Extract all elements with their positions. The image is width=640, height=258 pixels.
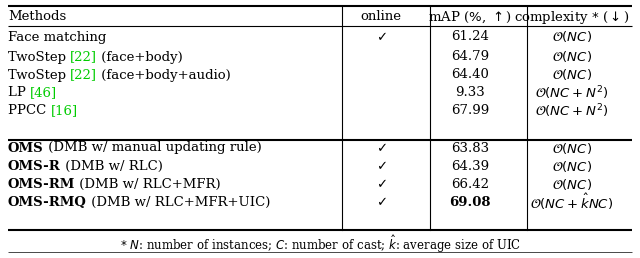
Text: $\mathcal{O}(NC + N^2)$: $\mathcal{O}(NC + N^2)$ xyxy=(535,84,609,102)
Text: $\checkmark$: $\checkmark$ xyxy=(376,178,387,190)
Text: $\checkmark$: $\checkmark$ xyxy=(376,196,387,208)
Text: (face+body+audio): (face+body+audio) xyxy=(97,69,231,82)
Text: mAP ($\%$, $\uparrow$): mAP ($\%$, $\uparrow$) xyxy=(428,9,512,25)
Text: [22]: [22] xyxy=(70,69,97,82)
Text: 69.08: 69.08 xyxy=(449,196,491,208)
Text: Methods: Methods xyxy=(8,11,67,23)
Text: 9.33: 9.33 xyxy=(455,86,485,100)
Text: $\mathcal{O}(NC)$: $\mathcal{O}(NC)$ xyxy=(552,141,592,156)
Text: $\mathcal{O}(NC + \hat{k}NC)$: $\mathcal{O}(NC + \hat{k}NC)$ xyxy=(531,192,614,212)
Text: OMS-R: OMS-R xyxy=(8,159,61,173)
Text: [46]: [46] xyxy=(30,86,57,100)
Text: (face+body): (face+body) xyxy=(97,51,183,63)
Text: $\checkmark$: $\checkmark$ xyxy=(376,159,387,173)
Text: (DMB w/ RLC+MFR): (DMB w/ RLC+MFR) xyxy=(76,178,221,190)
Text: $\mathcal{O}(NC)$: $\mathcal{O}(NC)$ xyxy=(552,158,592,173)
Text: $\checkmark$: $\checkmark$ xyxy=(376,141,387,155)
Text: $\mathcal{O}(NC)$: $\mathcal{O}(NC)$ xyxy=(552,68,592,83)
Text: TwoStep: TwoStep xyxy=(8,51,70,63)
Text: $\checkmark$: $\checkmark$ xyxy=(376,30,387,44)
Text: [22]: [22] xyxy=(70,51,97,63)
Text: $\mathcal{O}(NC)$: $\mathcal{O}(NC)$ xyxy=(552,29,592,44)
Text: OMS: OMS xyxy=(8,141,44,155)
Text: Face matching: Face matching xyxy=(8,30,106,44)
Text: 64.79: 64.79 xyxy=(451,51,489,63)
Text: complexity $*$ ($\downarrow$): complexity $*$ ($\downarrow$) xyxy=(514,9,630,26)
Text: PPCC: PPCC xyxy=(8,104,51,117)
Text: LP: LP xyxy=(8,86,30,100)
Text: (DMB w/ manual updating rule): (DMB w/ manual updating rule) xyxy=(44,141,261,155)
Text: $\mathcal{O}(NC)$: $\mathcal{O}(NC)$ xyxy=(552,176,592,191)
Text: (DMB w/ RLC): (DMB w/ RLC) xyxy=(61,159,163,173)
Text: [16]: [16] xyxy=(51,104,77,117)
Text: 63.83: 63.83 xyxy=(451,141,489,155)
Text: OMS-RM: OMS-RM xyxy=(8,178,76,190)
Text: OMS-RMQ: OMS-RMQ xyxy=(8,196,87,208)
Text: 66.42: 66.42 xyxy=(451,178,489,190)
Text: $*$ $N$: number of instances; $C$: number of cast; $\hat{k}$: average size of UI: $*$ $N$: number of instances; $C$: numbe… xyxy=(120,233,520,255)
Text: 67.99: 67.99 xyxy=(451,104,489,117)
Text: TwoStep: TwoStep xyxy=(8,69,70,82)
Text: 64.39: 64.39 xyxy=(451,159,489,173)
Text: online: online xyxy=(360,11,401,23)
Text: 61.24: 61.24 xyxy=(451,30,489,44)
Text: (DMB w/ RLC+MFR+UIC): (DMB w/ RLC+MFR+UIC) xyxy=(87,196,270,208)
Text: 64.40: 64.40 xyxy=(451,69,489,82)
Text: $\mathcal{O}(NC + N^2)$: $\mathcal{O}(NC + N^2)$ xyxy=(535,102,609,120)
Text: $\mathcal{O}(NC)$: $\mathcal{O}(NC)$ xyxy=(552,50,592,64)
